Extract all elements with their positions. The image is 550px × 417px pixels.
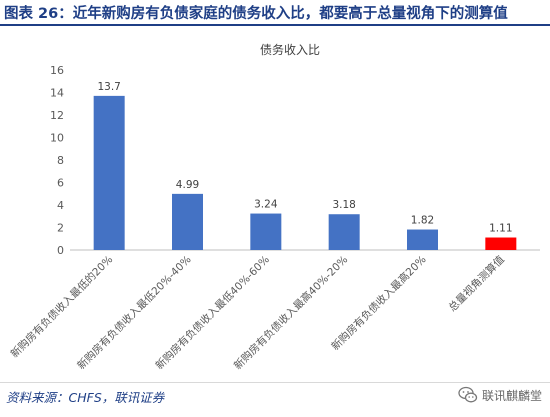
bar	[250, 213, 282, 250]
y-tick-label: 8	[57, 154, 64, 167]
y-tick-label: 12	[50, 109, 64, 122]
footer-source: 资料来源：CHFS，联讯证券	[6, 390, 165, 405]
plot-area: 024681012141613.7新购房有负债收入最低的20%4.99新购房有负…	[8, 64, 540, 372]
data-label: 1.82	[411, 215, 434, 227]
bar	[172, 193, 203, 250]
bar	[407, 229, 438, 250]
bar	[93, 95, 125, 250]
y-tick-label: 4	[57, 199, 64, 212]
y-tick-label: 2	[57, 222, 64, 235]
data-label: 3.18	[332, 199, 355, 211]
y-tick-label: 0	[57, 244, 64, 257]
x-tick-label: 总量视角测算值	[446, 253, 508, 315]
header-rule	[0, 24, 550, 26]
y-tick-label: 6	[57, 177, 64, 190]
figure-header: 图表 26：近年新购房有负债家庭的债务收入比，都要高于总量视角下的测算值	[0, 0, 550, 24]
y-tick-label: 10	[50, 132, 64, 145]
footer-rule	[0, 382, 550, 383]
y-tick-label: 14	[50, 87, 64, 100]
bar-chart: 债务收入比 024681012141613.7新购房有负债收入最低的20%4.9…	[8, 42, 540, 372]
bar	[328, 214, 360, 250]
watermark: 联讯麒麟堂	[458, 384, 542, 406]
wechat-icon	[458, 386, 478, 403]
data-label: 4.99	[176, 179, 199, 191]
data-label: 1.11	[489, 223, 512, 235]
data-label: 3.24	[254, 199, 278, 211]
chart-title: 债务收入比	[260, 42, 320, 57]
bar	[485, 237, 517, 250]
figure-title: 图表 26：近年新购房有负债家庭的债务收入比，都要高于总量视角下的测算值	[4, 6, 508, 22]
data-label: 13.7	[97, 81, 120, 93]
watermark-label: 联讯麒麟堂	[481, 388, 542, 403]
y-tick-label: 16	[50, 64, 64, 77]
